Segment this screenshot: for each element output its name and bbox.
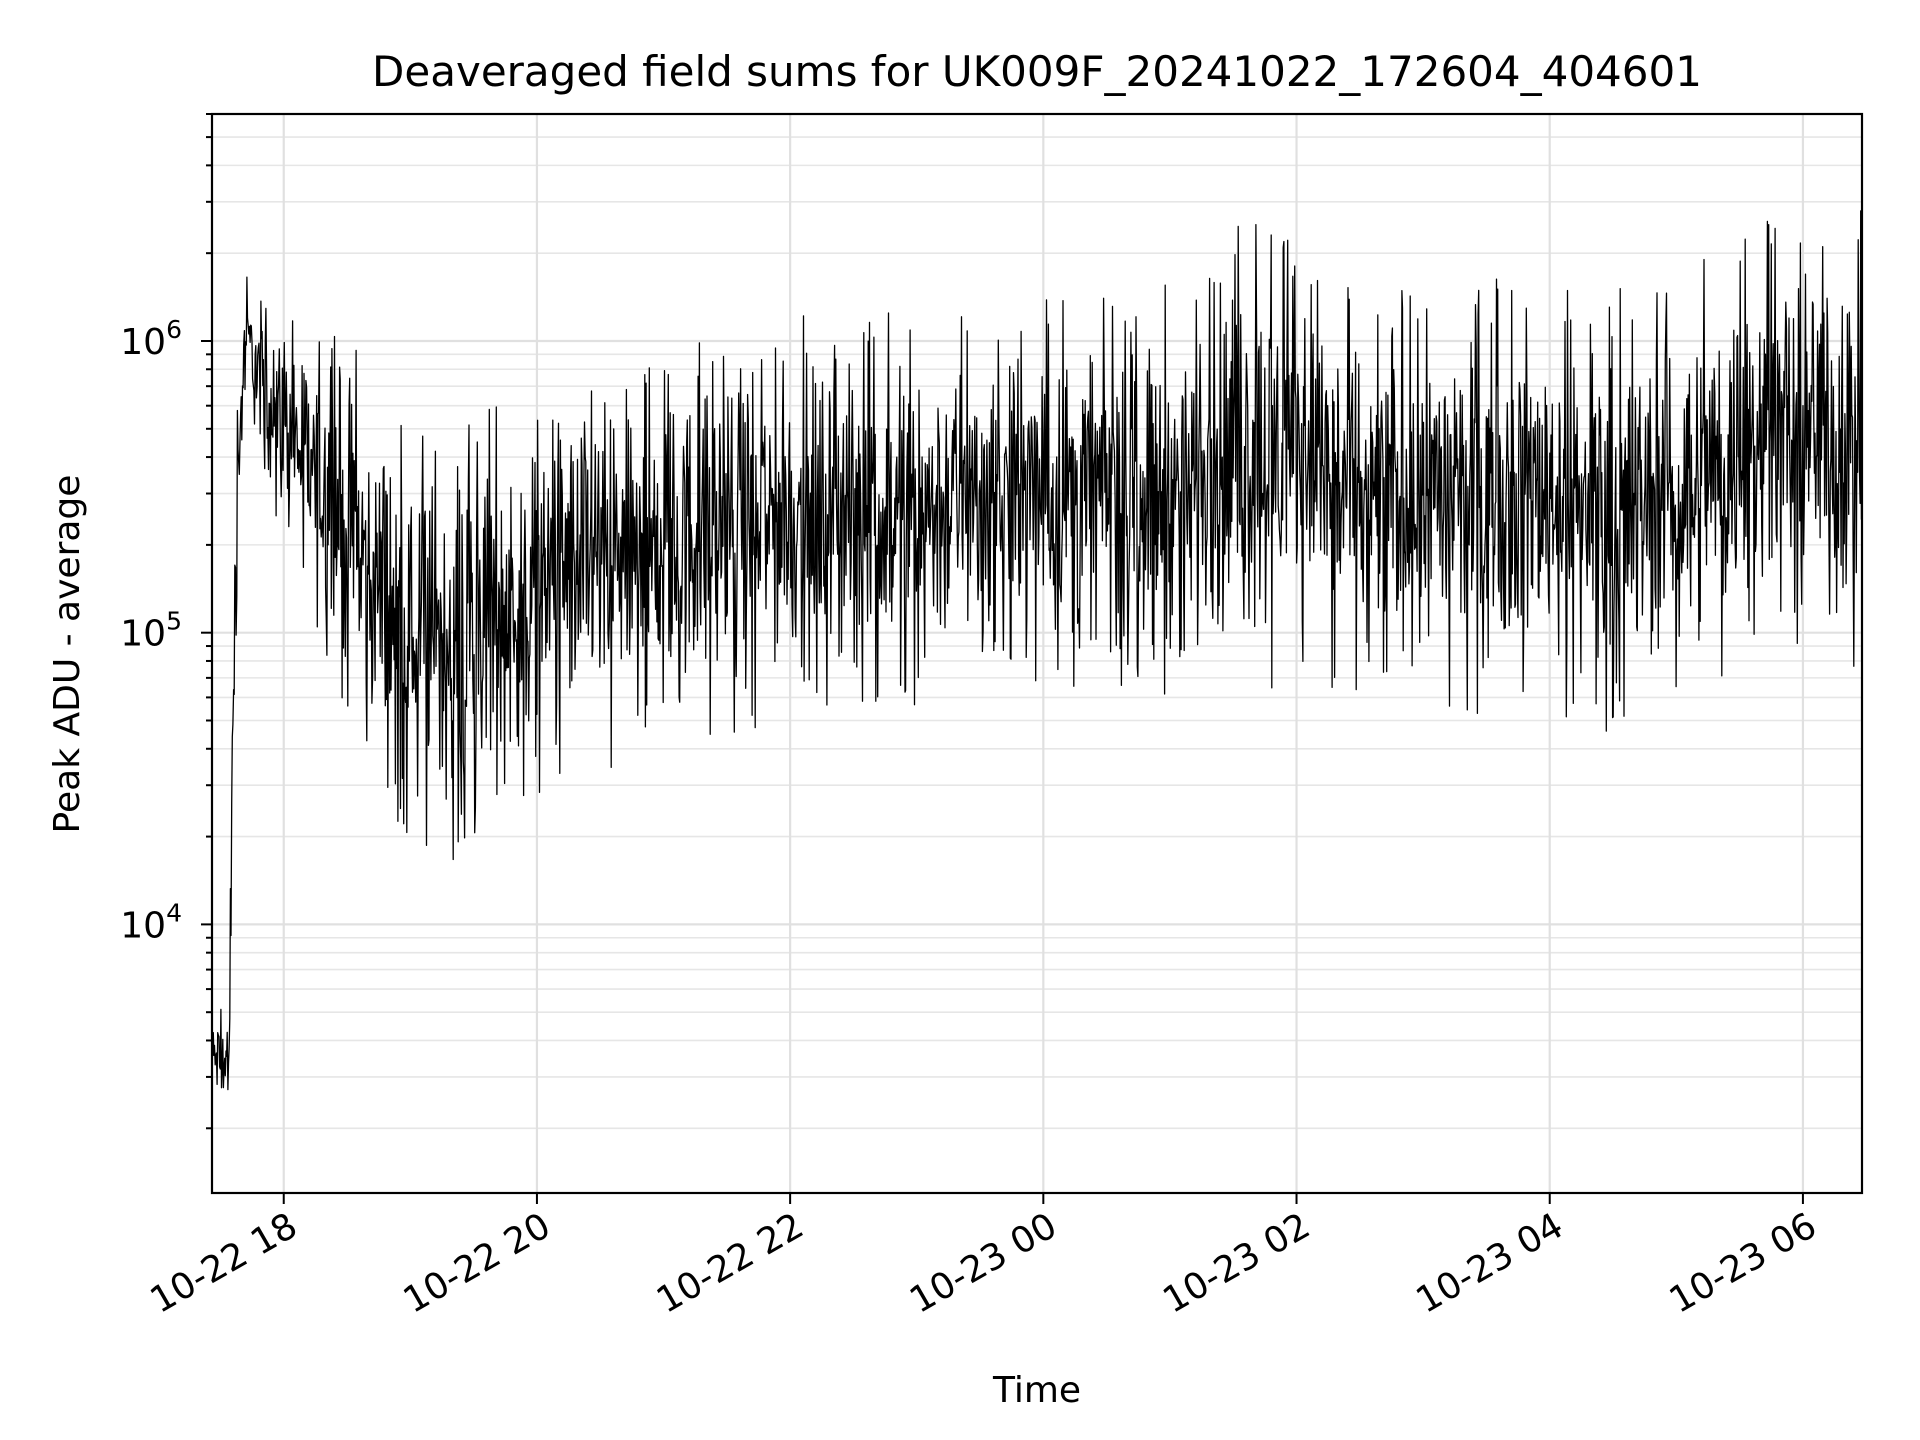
y-axis-ticks: 104 105 106 — [120, 113, 212, 1130]
y-tick-label: 106 — [120, 315, 182, 363]
plot-frame — [210, 112, 1864, 1195]
series-layer — [211, 210, 1863, 1091]
x-axis-label: Time — [992, 1370, 1081, 1411]
y-tick-label: 105 — [120, 607, 182, 655]
y-tick-label: 104 — [120, 898, 182, 946]
y-axis-label: Peak ADU - average — [47, 475, 88, 834]
grid-minor — [212, 113, 1862, 1130]
series-line — [211, 210, 1863, 1091]
chart-title: Deaveraged field sums for UK009F_2024102… — [372, 47, 1702, 96]
